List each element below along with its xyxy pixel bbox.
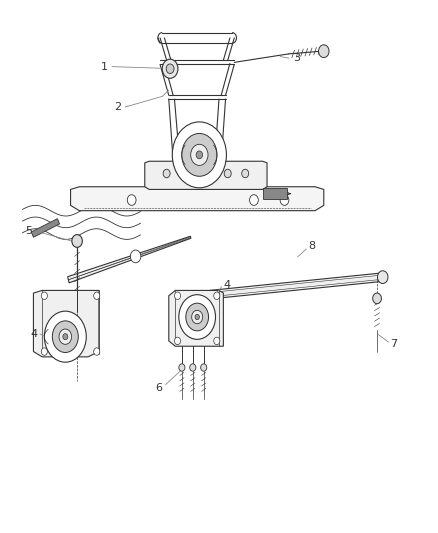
Circle shape	[52, 321, 78, 352]
Circle shape	[174, 337, 180, 345]
Circle shape	[378, 271, 388, 284]
Circle shape	[59, 329, 71, 344]
Polygon shape	[169, 290, 223, 346]
Circle shape	[195, 314, 199, 320]
Polygon shape	[199, 273, 383, 300]
Circle shape	[190, 364, 196, 371]
Polygon shape	[33, 290, 99, 357]
Circle shape	[72, 235, 82, 247]
Circle shape	[172, 122, 226, 188]
Polygon shape	[31, 219, 60, 237]
Circle shape	[318, 45, 329, 58]
Circle shape	[41, 292, 47, 300]
Text: 6: 6	[155, 383, 162, 393]
Circle shape	[163, 169, 170, 177]
Circle shape	[179, 295, 215, 340]
Circle shape	[192, 310, 203, 324]
Circle shape	[214, 292, 220, 300]
Circle shape	[166, 64, 174, 74]
Text: 5: 5	[25, 226, 32, 236]
Circle shape	[94, 292, 100, 300]
Circle shape	[214, 337, 220, 345]
Circle shape	[41, 348, 47, 356]
Circle shape	[373, 293, 381, 304]
Circle shape	[179, 364, 185, 371]
Polygon shape	[71, 187, 324, 211]
Circle shape	[242, 169, 249, 177]
Circle shape	[63, 334, 68, 340]
Polygon shape	[145, 161, 267, 189]
Bar	[263, 188, 287, 199]
Circle shape	[196, 151, 203, 159]
Circle shape	[44, 311, 86, 362]
Text: 7: 7	[390, 338, 397, 349]
Text: 2: 2	[113, 102, 121, 112]
Circle shape	[201, 364, 207, 371]
Circle shape	[127, 195, 136, 205]
Circle shape	[94, 348, 100, 356]
Circle shape	[131, 250, 141, 263]
Circle shape	[182, 133, 217, 176]
Text: 4: 4	[31, 329, 38, 339]
Circle shape	[280, 195, 289, 205]
Circle shape	[224, 169, 231, 177]
Text: 8: 8	[308, 241, 316, 251]
Text: 3: 3	[293, 53, 300, 63]
Text: 4: 4	[223, 280, 230, 290]
Circle shape	[191, 144, 208, 165]
Circle shape	[250, 195, 258, 205]
Circle shape	[174, 292, 180, 300]
Text: 1: 1	[101, 62, 108, 71]
Polygon shape	[67, 236, 191, 283]
Circle shape	[186, 303, 208, 331]
Circle shape	[162, 59, 178, 78]
